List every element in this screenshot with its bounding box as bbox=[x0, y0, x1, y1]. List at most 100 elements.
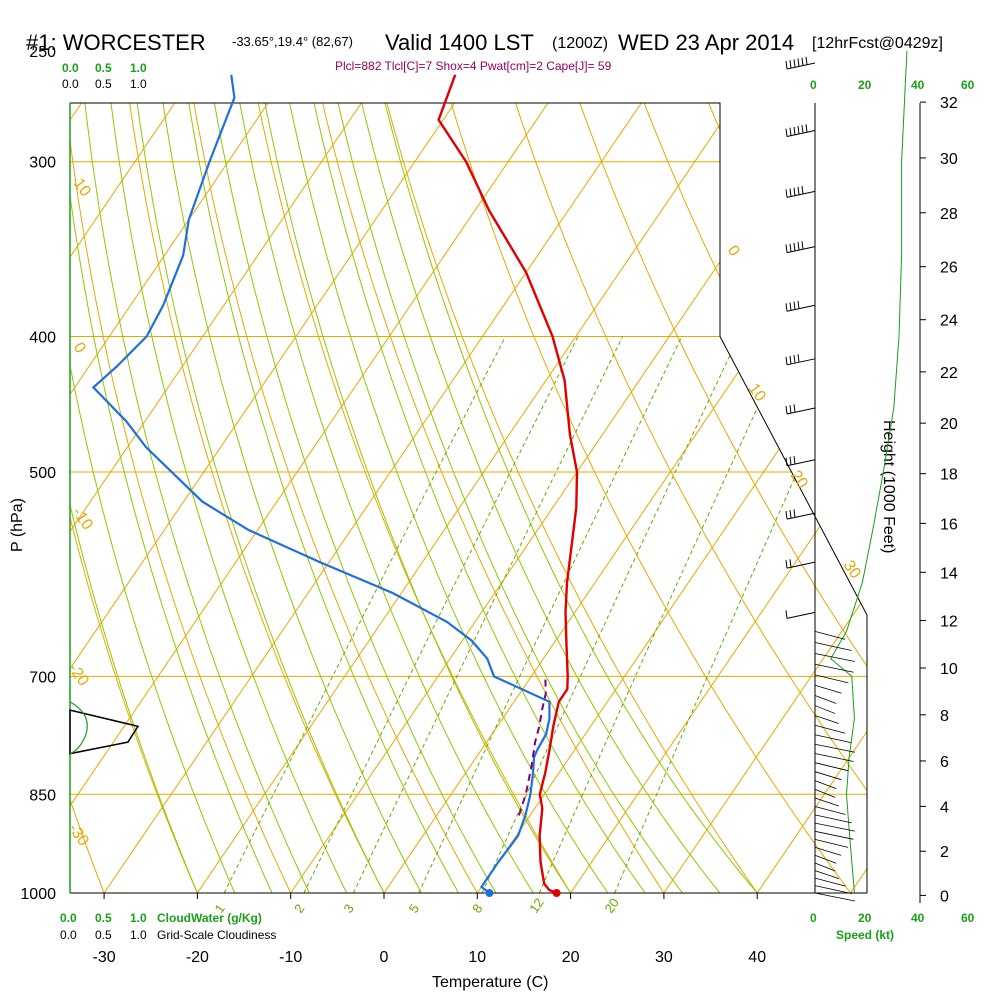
low-wind-barb bbox=[814, 797, 839, 807]
x-tick-label: 0 bbox=[380, 949, 389, 966]
low-wind-barb bbox=[814, 630, 846, 640]
cloudiness-scale-top-2: 1.0 bbox=[130, 77, 147, 91]
wind-barb-staff bbox=[786, 246, 816, 254]
speed-scale-top-3: 60 bbox=[961, 78, 975, 92]
height-tick-label: 22 bbox=[940, 365, 958, 382]
dry-adiabat bbox=[553, 103, 867, 893]
speed-scale-bottom-1: 20 bbox=[858, 911, 872, 925]
wind-barb-feather bbox=[793, 355, 796, 364]
mixing-ratio-label: 8 bbox=[469, 901, 485, 916]
parcel-line bbox=[517, 676, 547, 816]
wind-barb-feather bbox=[793, 455, 796, 465]
mixing-ratio-line bbox=[418, 336, 683, 893]
cloudiness-scale-top-0: 0.0 bbox=[62, 77, 79, 91]
x-tick-label: -30 bbox=[93, 949, 116, 966]
wind-barb-feather bbox=[797, 125, 800, 135]
low-wind-barb bbox=[814, 806, 846, 815]
moist-adiabat bbox=[326, 103, 683, 893]
surface-dewpoint-dot bbox=[485, 889, 494, 897]
mixing-ratio-line bbox=[614, 336, 859, 893]
wind-speed-profile bbox=[830, 50, 908, 894]
speed-scale-bottom-2: 40 bbox=[911, 911, 925, 925]
dry-adiabat bbox=[70, 103, 105, 893]
wind-barb-staff bbox=[786, 512, 816, 520]
valid-time: Valid 1400 LST bbox=[385, 30, 534, 55]
wind-barb-staff bbox=[786, 561, 816, 569]
wind-barb-feather bbox=[793, 509, 796, 518]
wind-barb-staff bbox=[786, 304, 816, 312]
stability-indices: Plcl=882 Tlcl[C]=7 Shox=4 Pwat[cm]=2 Cap… bbox=[335, 59, 612, 73]
station-title: #1: WORCESTER bbox=[26, 30, 206, 55]
cloudiness-scale-top-1: 0.5 bbox=[95, 77, 112, 91]
dewpoint-line bbox=[91, 74, 551, 894]
wind-barb-feather bbox=[793, 404, 796, 413]
moist-adiabat bbox=[129, 103, 385, 893]
height-tick-label: 24 bbox=[940, 313, 958, 330]
isotherm-line bbox=[70, 103, 210, 893]
isotherm-line bbox=[383, 103, 867, 893]
height-tick-label: 8 bbox=[940, 708, 949, 725]
wind-barb-feather bbox=[793, 187, 796, 196]
moist-adiabat bbox=[78, 103, 310, 893]
wind-barb-feather bbox=[785, 244, 788, 253]
cloudiness-label: Grid-Scale Cloudiness bbox=[157, 928, 276, 942]
wind-barb-feather bbox=[785, 60, 788, 70]
wind-barb-feather bbox=[789, 127, 792, 136]
low-wind-barb bbox=[814, 822, 855, 832]
moist-adiabat bbox=[70, 103, 273, 893]
low-wind-barb bbox=[814, 705, 836, 714]
low-wind-barb bbox=[814, 877, 846, 887]
plot-border bbox=[70, 102, 868, 893]
cloudwater-scale-bottom-1: 0.5 bbox=[95, 911, 112, 925]
low-wind-barb bbox=[814, 771, 842, 781]
low-wind-barb bbox=[814, 642, 852, 651]
cloudwater-scale-top-2: 1.0 bbox=[130, 61, 147, 75]
dry-adiabat bbox=[801, 103, 867, 893]
mixing-ratio-label: 20 bbox=[601, 895, 622, 915]
wind-barb-feather bbox=[797, 186, 800, 195]
cloudwater-scale-top-0: 0.0 bbox=[62, 61, 79, 75]
pressure-tick-label: 700 bbox=[29, 669, 56, 686]
cloudwater-scale-bottom-2: 1.0 bbox=[130, 911, 147, 925]
low-wind-barb bbox=[814, 684, 842, 694]
isotherm-line bbox=[70, 103, 490, 893]
pressure-tick-label: 1000 bbox=[20, 886, 56, 903]
mixing-ratio-line bbox=[481, 336, 740, 893]
isotherm-line bbox=[70, 103, 583, 893]
isotherm-label: 0 bbox=[724, 243, 743, 260]
cloudiness-scale-bottom-1: 0.5 bbox=[95, 928, 112, 942]
x-tick-label: 10 bbox=[468, 949, 486, 966]
height-tick-label: 28 bbox=[940, 206, 958, 223]
low-wind-barb bbox=[814, 854, 837, 864]
isotherm-line bbox=[663, 103, 867, 893]
wind-barb-staff bbox=[786, 459, 816, 467]
plot-area bbox=[0, 26, 1000, 893]
wind-barb-feather bbox=[793, 126, 796, 135]
wind-barb-feather bbox=[785, 189, 788, 198]
temperature-line bbox=[437, 74, 579, 895]
low-wind-barb bbox=[814, 753, 854, 762]
height-tick-label: 4 bbox=[940, 799, 949, 816]
dry-adiabat bbox=[180, 103, 478, 893]
wind-barb-feather bbox=[789, 405, 792, 414]
low-wind-barb bbox=[814, 762, 849, 772]
isotherm-line bbox=[476, 103, 867, 893]
isotherm-label: -30 bbox=[65, 821, 92, 850]
dry-adiabat bbox=[0, 26, 11, 893]
wind-barb-feather bbox=[785, 405, 788, 415]
speed-scale-top-2: 40 bbox=[911, 78, 925, 92]
mixing-ratio-line bbox=[538, 336, 791, 893]
isotherm-label: 30 bbox=[840, 558, 864, 582]
forecast-label: [12hrFcst@0429z] bbox=[812, 35, 943, 52]
wind-barb-feather bbox=[801, 57, 804, 66]
dry-adiabat bbox=[988, 26, 1000, 893]
height-tick-label: 30 bbox=[940, 151, 958, 168]
wind-barb-feather bbox=[789, 302, 792, 311]
isotherm-line bbox=[570, 103, 867, 893]
mixing-ratio-line bbox=[303, 336, 579, 893]
low-wind-barb bbox=[814, 885, 852, 895]
moist-adiabat bbox=[205, 103, 497, 893]
low-wind-barb bbox=[814, 724, 846, 734]
pressure-tick-label: 300 bbox=[29, 155, 56, 172]
